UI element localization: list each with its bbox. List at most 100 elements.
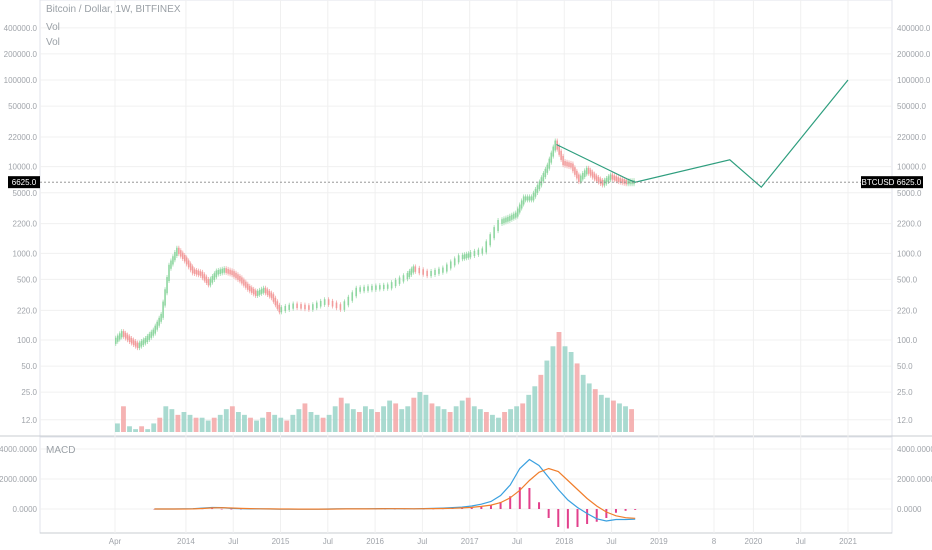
time-tick: 2014 xyxy=(177,537,195,546)
candle-body xyxy=(154,325,157,334)
candle-body xyxy=(241,277,243,284)
candle-body xyxy=(497,219,499,232)
candle-body xyxy=(449,261,452,269)
candle-body xyxy=(219,269,222,274)
price-tick-right: 12.0 xyxy=(897,416,913,425)
volume-bar xyxy=(308,412,314,432)
macd-histogram-bar xyxy=(634,509,637,510)
price-tick-left: 100.0 xyxy=(17,336,38,345)
macd-histogram-bar xyxy=(528,488,531,509)
volume-bar xyxy=(399,409,405,432)
candle-body xyxy=(518,204,521,213)
macd-histogram-bar xyxy=(566,509,569,529)
volume-bar xyxy=(471,406,477,432)
candle-body xyxy=(217,269,220,275)
volume-bar xyxy=(350,409,356,432)
candle-body xyxy=(116,335,119,342)
volume-bar xyxy=(574,363,580,432)
price-tick-left: 100000.0 xyxy=(4,76,38,85)
time-tick: 2019 xyxy=(650,537,668,546)
candle-body xyxy=(524,196,527,201)
candle-body xyxy=(128,336,131,342)
volume-bar xyxy=(205,420,211,432)
candle-body xyxy=(205,276,208,284)
candle-body xyxy=(252,288,255,295)
macd-histogram-bar xyxy=(489,505,492,509)
candle-body xyxy=(160,313,162,322)
macd-histogram-bar xyxy=(509,496,512,509)
volume-bar xyxy=(429,403,435,432)
candle-body xyxy=(355,287,357,297)
candle-body xyxy=(578,174,580,183)
candle-body xyxy=(572,163,574,172)
candle-body xyxy=(390,282,393,289)
candle-body xyxy=(130,338,133,344)
price-label-right: 6625.0 xyxy=(897,178,922,187)
volume-bar xyxy=(235,412,241,432)
candle-body xyxy=(467,253,470,258)
candle-body xyxy=(245,281,247,288)
volume-bar xyxy=(290,414,296,432)
candle-body xyxy=(410,268,413,275)
candle-body xyxy=(144,338,147,344)
candle-body xyxy=(463,254,466,259)
volume-bar xyxy=(381,406,386,432)
volume-bar xyxy=(586,383,592,432)
time-tick: 8 xyxy=(712,537,717,546)
candle-body xyxy=(359,287,361,292)
price-tick-right: 50.0 xyxy=(897,362,913,371)
macd-histogram-bar xyxy=(220,508,223,510)
price-tick-left: 10000.0 xyxy=(8,163,37,172)
candle-body xyxy=(343,301,346,310)
volume-bar xyxy=(115,423,120,432)
macd-tick-left: 0.0000 xyxy=(13,505,38,514)
candle-body xyxy=(331,300,334,307)
macd-histogram-bar xyxy=(547,509,550,518)
candle-body xyxy=(442,267,444,273)
volume-bar xyxy=(242,414,247,432)
candle-body xyxy=(284,305,287,312)
volume-bar xyxy=(314,414,320,432)
candle-body xyxy=(347,296,350,306)
volume-bar xyxy=(139,426,145,432)
candle-body xyxy=(146,335,149,342)
ticker-label: BTCUSD xyxy=(862,178,895,187)
signal-line xyxy=(154,467,636,519)
volume-bar xyxy=(199,417,205,432)
volume-bar xyxy=(459,400,465,432)
candle-body xyxy=(485,241,488,253)
volume-bar xyxy=(187,414,193,432)
price-tick-left: 25.0 xyxy=(21,388,37,397)
volume-bar xyxy=(284,420,290,432)
volume-bar xyxy=(260,417,266,432)
candle-body xyxy=(621,178,624,184)
macd-histogram-bar xyxy=(614,509,617,513)
candle-body xyxy=(134,341,137,347)
candle-body xyxy=(258,289,261,295)
candle-body xyxy=(138,342,141,349)
volume-bar xyxy=(502,412,507,432)
candle-body xyxy=(335,302,338,309)
candle-body xyxy=(394,279,397,287)
candle-body xyxy=(609,174,612,181)
candle-body xyxy=(115,337,117,344)
volume-bar xyxy=(272,414,278,432)
time-tick: 2021 xyxy=(839,537,857,546)
candle-body xyxy=(566,161,568,167)
candle-body xyxy=(538,181,541,190)
volume-bar xyxy=(483,412,489,432)
candle-body xyxy=(180,250,182,257)
time-tick: Jul xyxy=(228,537,238,546)
candle-body xyxy=(516,208,519,217)
volume-bar xyxy=(211,417,217,432)
price-tick-right: 1000.0 xyxy=(897,249,922,258)
price-tick-right: 500.0 xyxy=(897,275,918,284)
time-tick: Jul xyxy=(796,537,806,546)
candle-body xyxy=(193,269,196,274)
candle-body xyxy=(576,170,578,179)
time-tick: Apr xyxy=(109,537,122,546)
candle-body xyxy=(507,216,509,222)
macd-histogram-bar xyxy=(470,507,473,509)
